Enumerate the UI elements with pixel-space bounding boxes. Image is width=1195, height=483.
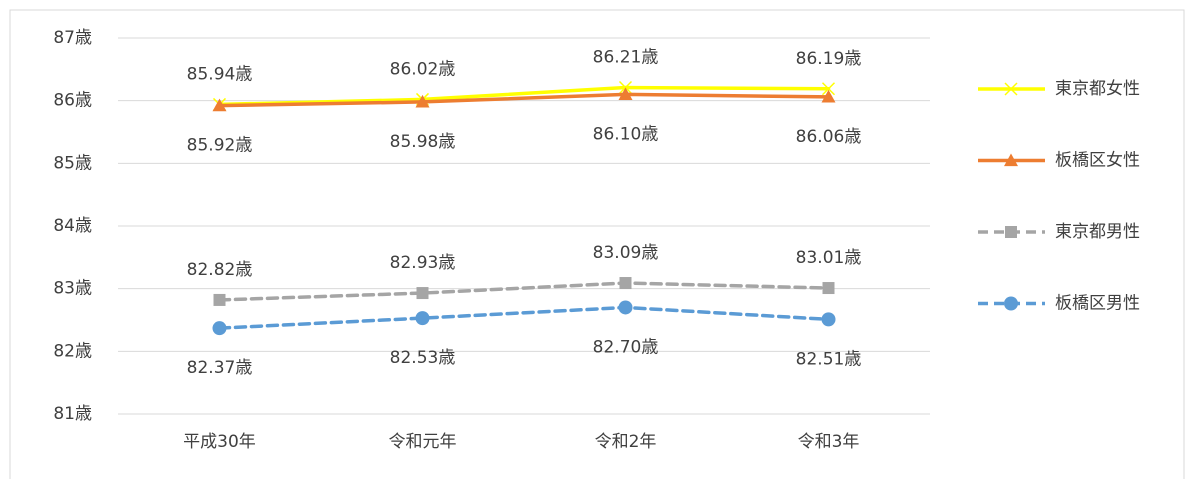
marker [212, 98, 227, 112]
marker [821, 312, 836, 327]
series-line [217, 85, 831, 107]
data-label: 86.02歳 [390, 59, 456, 79]
marker [822, 282, 835, 295]
marker [821, 89, 836, 103]
marker [619, 277, 632, 290]
marker [212, 321, 227, 336]
data-label: 82.70歳 [593, 337, 659, 357]
y-tick-label: 86歳 [53, 91, 92, 111]
data-label: 86.10歳 [593, 124, 659, 144]
marker [618, 87, 633, 100]
legend-label: 東京都男性 [1055, 222, 1140, 242]
marker [213, 293, 226, 306]
marker [1005, 226, 1017, 238]
y-tick-label: 83歳 [53, 279, 92, 299]
data-label: 85.98歳 [390, 132, 456, 152]
data-label: 82.82歳 [187, 260, 253, 280]
marker [1004, 153, 1018, 167]
data-label: 82.93歳 [390, 253, 456, 273]
series-line [217, 305, 831, 330]
data-label: 82.53歳 [390, 348, 456, 368]
y-tick-label: 81歳 [53, 404, 92, 424]
data-label: 82.37歳 [187, 358, 253, 378]
data-label: 86.19歳 [796, 49, 862, 69]
data-label: 82.51歳 [796, 349, 862, 369]
series-line [217, 281, 831, 302]
legend-label: 板橋区男性 [1055, 294, 1140, 314]
data-label: 83.09歳 [593, 243, 659, 263]
y-tick-label: 82歳 [53, 341, 92, 361]
y-tick-label: 87歳 [53, 28, 92, 48]
marker [821, 82, 836, 96]
marker [618, 300, 633, 315]
legend-label: 東京都女性 [1055, 79, 1140, 99]
marker [415, 94, 430, 108]
x-tick-label: 令和3年 [798, 432, 860, 452]
x-tick-label: 令和2年 [595, 432, 657, 452]
data-label: 86.06歳 [796, 127, 862, 147]
x-tick-label: 令和元年 [389, 432, 457, 452]
series-line [217, 92, 831, 108]
marker [416, 287, 429, 300]
data-label: 85.92歳 [187, 136, 253, 156]
data-label: 83.01歳 [796, 248, 862, 268]
marker [1004, 296, 1018, 311]
y-tick-label: 85歳 [53, 153, 92, 173]
legend-label: 板橋区女性 [1055, 151, 1140, 171]
data-label: 86.21歳 [593, 48, 659, 68]
marker [415, 311, 430, 326]
data-label: 85.94歳 [187, 64, 253, 84]
marker [1004, 82, 1018, 96]
y-tick-label: 84歳 [53, 216, 92, 236]
x-tick-label: 平成30年 [183, 432, 256, 452]
